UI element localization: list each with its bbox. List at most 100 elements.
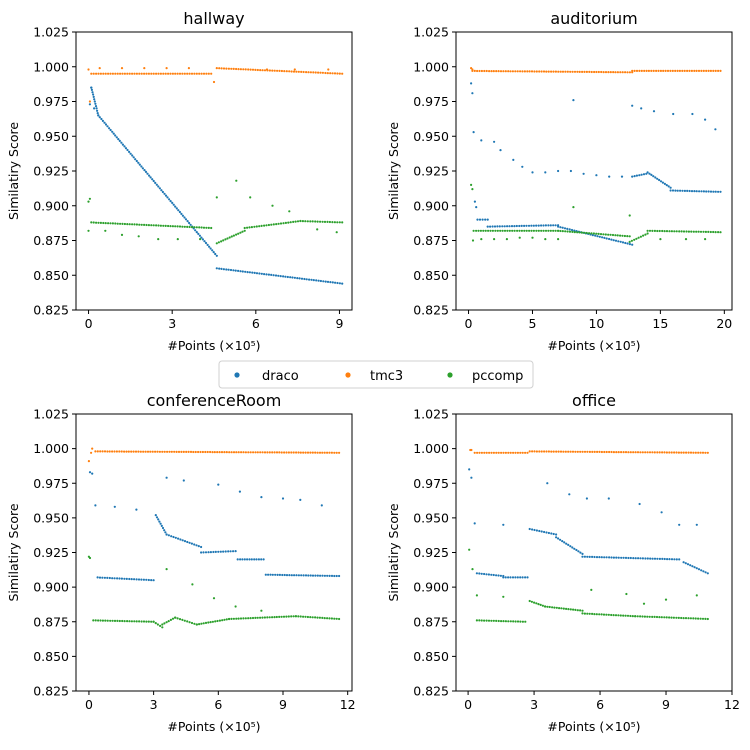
data-point xyxy=(187,67,190,70)
data-point xyxy=(492,619,495,622)
data-point xyxy=(230,451,233,454)
data-point xyxy=(143,67,146,70)
data-point xyxy=(279,275,282,278)
data-point xyxy=(180,450,183,453)
data-point xyxy=(331,72,334,75)
data-point xyxy=(306,451,310,454)
data-point xyxy=(311,616,314,619)
data-point xyxy=(530,70,534,73)
data-point xyxy=(222,67,226,70)
data-point xyxy=(90,88,93,91)
data-point xyxy=(250,558,253,561)
data-point xyxy=(492,70,495,73)
data-point xyxy=(292,615,295,618)
data-point xyxy=(285,574,289,577)
data-point xyxy=(242,617,245,620)
x-axis-label: #Points (×10⁵) xyxy=(547,338,640,353)
data-point xyxy=(665,184,668,187)
data-point xyxy=(318,451,322,454)
data-points xyxy=(87,67,344,285)
data-point xyxy=(165,533,168,536)
data-point xyxy=(174,72,177,75)
data-point xyxy=(690,230,693,233)
data-point xyxy=(259,451,262,454)
data-point xyxy=(485,573,488,576)
data-point xyxy=(477,229,480,232)
data-point xyxy=(205,226,208,229)
data-point xyxy=(282,275,285,278)
data-point xyxy=(92,93,95,96)
data-point xyxy=(267,273,270,276)
data-point xyxy=(299,219,302,223)
data-point xyxy=(114,222,117,225)
data-point xyxy=(249,451,252,454)
data-point xyxy=(488,451,491,454)
data-point xyxy=(706,617,709,621)
y-axis-label: Similatiry Score xyxy=(386,122,401,220)
data-point xyxy=(590,232,593,235)
data-point xyxy=(87,229,90,232)
data-point xyxy=(280,69,283,73)
data-point xyxy=(287,615,290,618)
data-point xyxy=(227,550,230,553)
data-point xyxy=(198,226,201,229)
data-point xyxy=(157,518,160,521)
data-point xyxy=(501,225,504,228)
data-point xyxy=(553,606,556,609)
data-point xyxy=(328,220,331,224)
data-point xyxy=(617,614,620,617)
data-point xyxy=(119,72,122,75)
data-point xyxy=(569,70,572,73)
data-point xyxy=(146,172,149,175)
data-point xyxy=(504,451,507,454)
data-point xyxy=(121,222,124,225)
data-point xyxy=(111,577,114,580)
data-point xyxy=(523,229,526,232)
data-point xyxy=(88,103,91,106)
data-point xyxy=(293,574,296,577)
data-point xyxy=(290,451,293,454)
data-point xyxy=(601,236,604,239)
data-point xyxy=(152,72,155,75)
data-point xyxy=(237,451,240,454)
data-point xyxy=(652,69,655,72)
data-point xyxy=(133,620,136,623)
data-point xyxy=(566,70,569,73)
data-point xyxy=(544,605,547,608)
data-point xyxy=(531,528,534,531)
data-point xyxy=(575,548,578,552)
data-point xyxy=(167,224,170,228)
data-point xyxy=(98,576,102,579)
data-point xyxy=(98,116,101,119)
data-point xyxy=(253,558,256,561)
data-point xyxy=(681,69,684,72)
data-point xyxy=(187,450,190,453)
data-point xyxy=(328,451,331,454)
data-point xyxy=(631,104,634,107)
data-point xyxy=(141,167,144,170)
data-point xyxy=(326,280,330,283)
data-point xyxy=(114,72,117,75)
data-point xyxy=(551,606,554,609)
data-points xyxy=(87,447,341,629)
data-point xyxy=(220,267,223,270)
data-point xyxy=(133,578,136,581)
data-point xyxy=(126,148,129,152)
data-point xyxy=(544,171,547,174)
data-point xyxy=(646,229,649,232)
data-point xyxy=(338,282,341,285)
data-point xyxy=(663,557,666,561)
data-point xyxy=(535,70,538,73)
data-point xyxy=(96,109,99,112)
data-point xyxy=(570,228,574,232)
y-tick-label: 0.825 xyxy=(413,684,449,699)
data-point xyxy=(668,616,671,619)
data-point xyxy=(111,72,114,75)
data-point xyxy=(685,230,688,233)
data-point xyxy=(311,574,315,577)
data-point xyxy=(251,616,255,620)
data-point xyxy=(610,556,613,559)
data-point xyxy=(487,573,490,576)
series-pccomp xyxy=(468,548,709,623)
data-point xyxy=(235,451,238,454)
